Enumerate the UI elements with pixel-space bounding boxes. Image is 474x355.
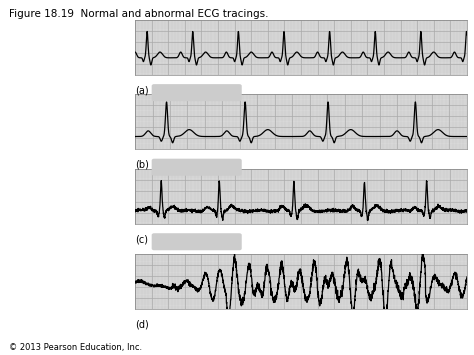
Text: (a): (a) bbox=[135, 85, 149, 95]
Text: (d): (d) bbox=[135, 320, 149, 329]
Text: Figure 18.19  Normal and abnormal ECG tracings.: Figure 18.19 Normal and abnormal ECG tra… bbox=[9, 9, 269, 19]
Text: (c): (c) bbox=[135, 234, 148, 244]
Text: © 2013 Pearson Education, Inc.: © 2013 Pearson Education, Inc. bbox=[9, 343, 143, 352]
Text: (b): (b) bbox=[135, 160, 149, 170]
